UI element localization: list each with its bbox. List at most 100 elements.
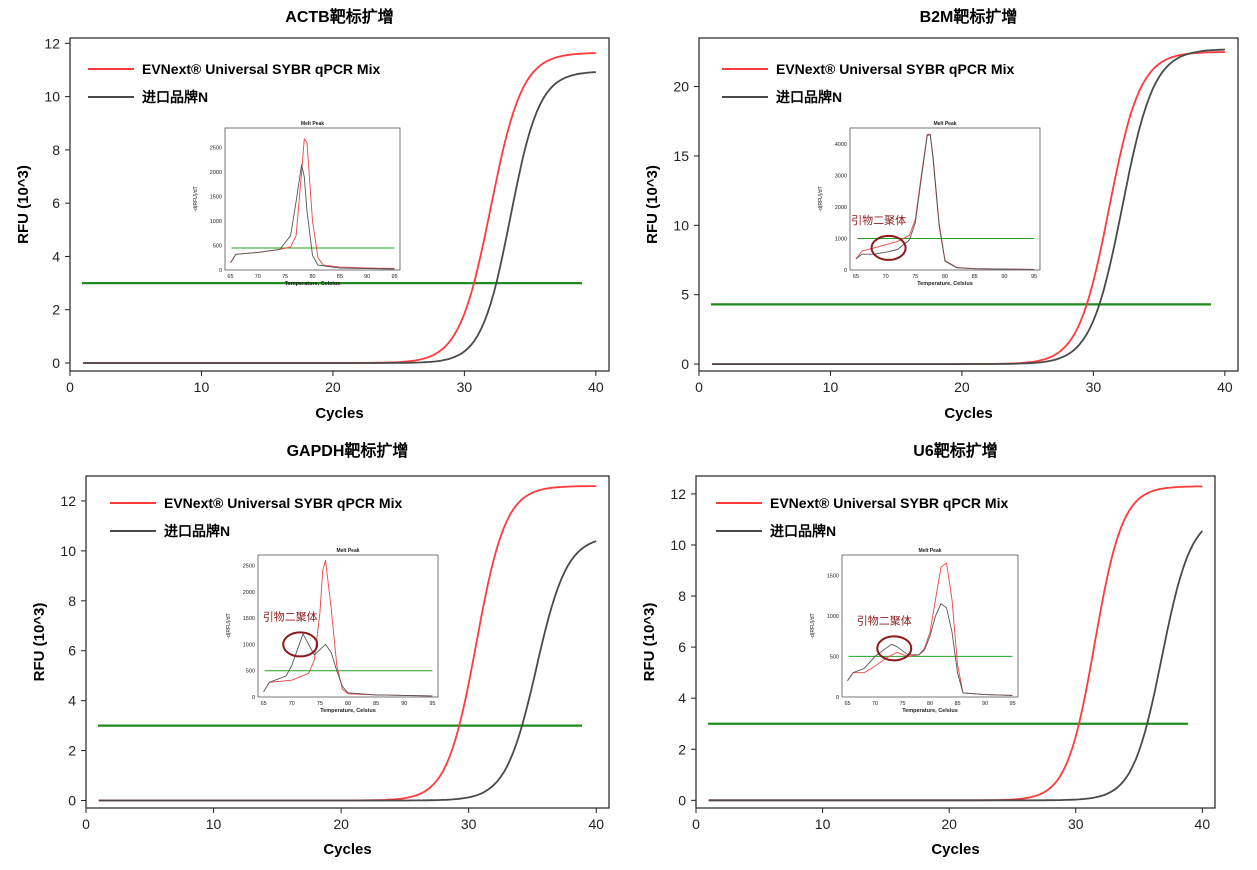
inset-x-tick-label: 80	[345, 701, 351, 707]
x-tick-label: 20	[941, 816, 957, 832]
inset-x-tick-label: 70	[289, 701, 295, 707]
series-line-import	[712, 48, 1225, 365]
y-tick-label: 8	[52, 142, 60, 158]
inset-y-tick-label: 3000	[835, 173, 847, 179]
inset-y-tick-label: 1000	[827, 614, 839, 620]
inset-y-tick-label: 500	[246, 669, 255, 675]
x-tick-label: 40	[588, 816, 604, 832]
x-tick-label: 40	[1217, 379, 1233, 395]
inset-x-tick-label: 95	[429, 701, 435, 707]
inset-y-tick-label: 1000	[210, 219, 222, 225]
inset-x-tick-label: 95	[391, 274, 397, 280]
inset-y-tick-label: 0	[219, 268, 222, 274]
chart-panel-gapdh: GAPDH靶标扩增 0 2 4 6 8 10 12 0 10 20 30 40 Cycles RFU (10…	[31, 441, 610, 858]
inset-y-tick-label: 500	[213, 244, 222, 250]
legend-label: EVNext® Universal SYBR qPCR Mix	[142, 61, 380, 77]
legend-label: 进口品牌N	[142, 89, 208, 105]
inset-x-tick-label: 90	[401, 701, 407, 707]
inset-x-tick-label: 80	[309, 274, 315, 280]
inset-title: Melt Peak	[933, 121, 956, 127]
y-tick-label: 2	[678, 741, 686, 757]
inset-frame	[224, 127, 401, 271]
x-axis-label: Cycles	[944, 405, 992, 422]
legend-label: 进口品牌N	[164, 523, 230, 539]
y-tick-label: 6	[678, 639, 686, 655]
inset-y-tick-label: 1000	[835, 236, 847, 242]
y-tick-label: 4	[52, 248, 60, 264]
chart-panel-u6: U6靶标扩增 0 2 4 6 8 10 12 0 10 20 30 40 Cycles RFU (10^3)…	[641, 441, 1216, 858]
inset-curve-import	[855, 133, 1035, 270]
inset-curve-evnext	[847, 562, 1013, 696]
inset-x-tick-label: 90	[982, 701, 988, 707]
y-axis-label: RFU (10^3)	[644, 165, 661, 244]
inset-x-tick-label: 80	[942, 274, 948, 280]
inset-x-tick-label: 75	[899, 701, 905, 707]
y-tick-label: 15	[673, 148, 689, 164]
inset-x-tick-label: 70	[255, 274, 261, 280]
y-tick-label: 6	[68, 643, 76, 659]
inset-x-tick-label: 95	[1009, 701, 1015, 707]
x-tick-label: 10	[823, 379, 839, 395]
inset-title: Melt Peak	[336, 548, 359, 554]
inset-y-label: -d(RFU)/dT	[226, 613, 232, 638]
inset-y-tick-label: 4000	[835, 142, 847, 148]
inset-x-tick-label: 90	[1001, 274, 1007, 280]
primer-dimer-annotation: 引物二聚体	[263, 609, 318, 623]
x-tick-label: 20	[325, 379, 341, 395]
y-tick-label: 0	[52, 355, 60, 371]
inset-x-tick-label: 80	[927, 701, 933, 707]
plot-frame	[85, 475, 610, 809]
y-tick-label: 12	[670, 486, 686, 502]
inset-y-tick-label: 2000	[210, 170, 222, 176]
x-tick-label: 10	[815, 816, 831, 832]
y-tick-label: 4	[68, 693, 76, 709]
x-axis-label: Cycles	[931, 841, 979, 858]
legend-label: 进口品牌N	[776, 89, 842, 105]
inset-x-tick-label: 75	[912, 274, 918, 280]
inset-x-tick-label: 70	[883, 274, 889, 280]
x-axis-label: Cycles	[315, 405, 363, 422]
y-tick-label: 10	[60, 543, 76, 559]
chart-panel-actb: ACTB靶标扩增 0 2 4 6 8 10 12 0 10 20 30 40 Cycles RFU (10^…	[15, 7, 610, 422]
y-tick-label: 2	[52, 302, 60, 318]
inset-y-tick-label: 0	[836, 695, 839, 701]
x-tick-label: 0	[692, 816, 700, 832]
y-axis-label: RFU (10^3)	[641, 603, 658, 682]
y-tick-label: 4	[678, 690, 686, 706]
inset-curve-import	[230, 164, 395, 270]
inset-x-label: Temperature, Celsius	[285, 281, 341, 287]
inset-x-tick-label: 85	[954, 701, 960, 707]
y-tick-label: 10	[44, 89, 60, 105]
x-tick-label: 10	[194, 379, 210, 395]
inset-x-tick-label: 95	[1031, 274, 1037, 280]
inset-y-tick-label: 2000	[835, 205, 847, 211]
inset-x-tick-label: 75	[282, 274, 288, 280]
melt-peak-inset: Melt Peak Temperature, Celsius -d(RFU)/dT 6…	[193, 121, 401, 287]
inset-x-label: Temperature, Celsius	[902, 708, 958, 714]
series-line-import	[708, 530, 1203, 802]
inset-x-tick-label: 65	[844, 701, 850, 707]
legend-label: EVNext® Universal SYBR qPCR Mix	[776, 61, 1014, 77]
y-tick-label: 0	[678, 792, 686, 808]
plot-frame	[698, 37, 1239, 372]
chart-title: GAPDH靶标扩增	[287, 441, 409, 460]
x-tick-label: 0	[82, 816, 90, 832]
chart-panel-b2m: B2M靶标扩增 0 5 10 15 20 0 10 20 30 40 Cycles RFU (10^3)…	[644, 7, 1239, 422]
inset-y-tick-label: 0	[844, 268, 847, 274]
y-tick-label: 8	[678, 588, 686, 604]
inset-y-label: -d(RFU)/dT	[193, 186, 199, 211]
y-tick-label: 20	[673, 79, 689, 95]
x-tick-label: 40	[1195, 816, 1211, 832]
inset-x-tick-label: 65	[261, 701, 267, 707]
inset-curve-import	[263, 633, 433, 697]
series-line-import	[83, 71, 596, 364]
y-tick-label: 8	[68, 593, 76, 609]
inset-title: Melt Peak	[918, 548, 941, 554]
x-tick-label: 30	[457, 379, 473, 395]
x-tick-label: 0	[695, 379, 703, 395]
inset-y-tick-label: 2500	[210, 146, 222, 152]
x-tick-label: 30	[1068, 816, 1084, 832]
inset-frame	[849, 127, 1041, 271]
y-tick-label: 6	[52, 195, 60, 211]
